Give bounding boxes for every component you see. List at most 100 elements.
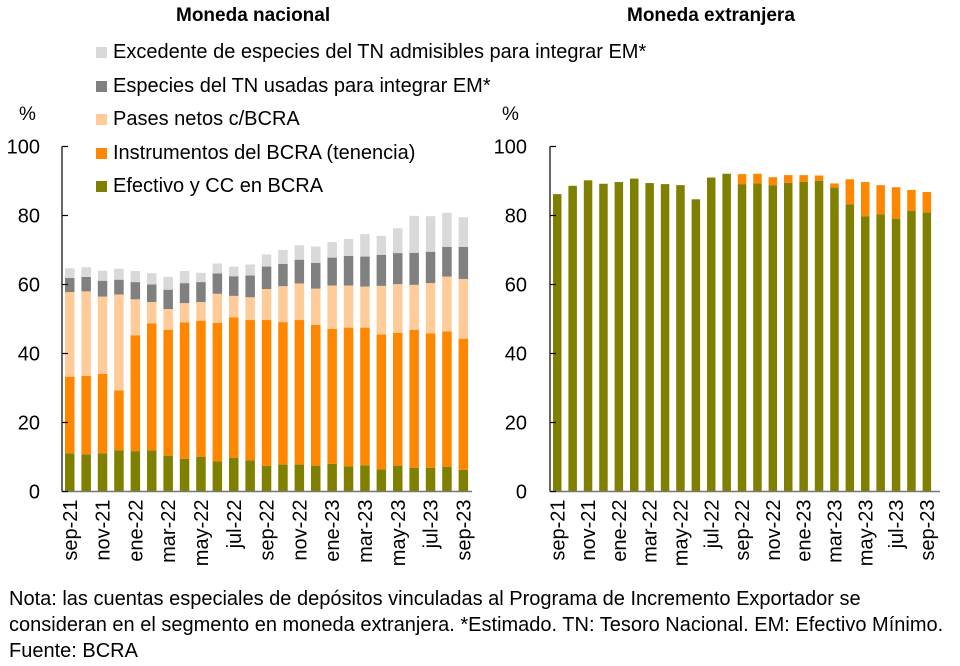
bar-nacional-oct-22-s4 [278, 250, 288, 264]
bar-nacional-oct-22-s0 [278, 464, 288, 492]
bar-nacional-ago-22-s2 [245, 297, 255, 321]
bar-nacional-feb-23-s0 [343, 466, 354, 492]
bar-nacional-mar-23-s2 [360, 286, 370, 328]
bar-nacional-oct-21-s3 [81, 276, 91, 292]
bar-nacional-mar-23-s4 [360, 234, 370, 257]
y-tick-label-nacional-60: 60 [18, 275, 40, 297]
x-tick-label-nacional-ene-22: ene-22 [125, 500, 147, 562]
bar-nacional-nov-22-s2 [294, 283, 305, 321]
legend-item-especies-usadas: Especies del TN usadas para integrar EM* [96, 70, 646, 104]
bar-extranjera-ene-23-s0 [799, 181, 808, 492]
bar-nacional-nov-21-s4 [97, 270, 108, 281]
y-tick-label-extranjera-80: 80 [505, 206, 527, 228]
bar-nacional-jun-23-s4 [409, 215, 419, 253]
bar-nacional-abr-23-s1 [376, 334, 387, 470]
y-tick-label-extranjera-100: 100 [494, 137, 527, 159]
bar-nacional-jul-23-s1 [425, 333, 436, 468]
bar-nacional-nov-22-s4 [294, 245, 305, 260]
bar-nacional-ago-22-s3 [245, 275, 255, 298]
bar-extranjera-jul-23-s0 [891, 218, 901, 492]
y-tick-label-extranjera-60: 60 [505, 275, 527, 297]
y-tick-label-extranjera-0: 0 [516, 482, 527, 504]
bar-nacional-abr-22-s2 [179, 303, 190, 323]
bar-nacional-nov-21-s2 [97, 296, 108, 374]
bar-nacional-ago-23-s0 [442, 466, 452, 492]
bar-nacional-may-22-s0 [196, 456, 206, 492]
bar-nacional-jul-23-s0 [425, 467, 436, 492]
bar-nacional-ago-23-s3 [442, 246, 452, 277]
bar-extranjera-nov-22-s0 [768, 185, 778, 492]
bar-nacional-feb-23-s2 [343, 285, 354, 328]
bar-nacional-ene-23-s1 [327, 329, 337, 464]
y-tick-label-nacional-40: 40 [18, 344, 40, 366]
bar-nacional-oct-21-s1 [81, 375, 91, 455]
bar-extranjera-ene-22-s0 [614, 182, 624, 492]
legend-swatch-instrumentos-bcra [96, 147, 107, 159]
bar-nacional-mar-23-s1 [360, 327, 370, 466]
x-tick-label-nacional-nov-21: nov-21 [93, 500, 115, 561]
legend-label-especies-usadas: Especies del TN usadas para integrar EM* [113, 74, 491, 97]
bar-extranjera-jul-22-s0 [707, 177, 716, 492]
bar-extranjera-feb-23-s0 [814, 180, 824, 492]
bar-nacional-oct-21-s2 [81, 291, 91, 376]
bar-nacional-oct-22-s3 [278, 263, 288, 287]
x-tick-label-extranjera-nov-22: nov-22 [763, 500, 785, 561]
bar-nacional-jun-22-s2 [212, 293, 223, 323]
bar-nacional-jun-22-s0 [212, 461, 223, 492]
y-tick-label-extranjera-40: 40 [505, 344, 527, 366]
chart-title-moneda-nacional: Moneda nacional [176, 5, 331, 26]
bar-nacional-jul-23-s3 [425, 251, 436, 284]
bar-extranjera-mar-22-s0 [645, 183, 654, 492]
x-tick-label-extranjera-jul-23: jul-23 [886, 500, 908, 550]
bar-nacional-oct-22-s2 [278, 286, 288, 323]
bar-extranjera-jun-22-s0 [691, 199, 701, 492]
bar-nacional-may-22-s1 [196, 320, 206, 457]
y-tick-label-nacional-20: 20 [18, 413, 40, 435]
bar-nacional-mar-22-s1 [163, 329, 173, 456]
bar-extranjera-nov-22-s1 [768, 177, 778, 186]
legend-label-instrumentos-bcra: Instrumentos del BCRA (tenencia) [113, 141, 416, 164]
bar-extranjera-sep-22-s0 [737, 184, 747, 492]
bar-nacional-sep-23-s4 [458, 217, 469, 247]
x-tick-label-nacional-ene-23: ene-23 [322, 500, 344, 562]
bar-extranjera-ago-23-s1 [907, 189, 916, 211]
bar-nacional-jun-22-s3 [212, 273, 223, 294]
bar-extranjera-jun-23-s0 [876, 214, 885, 492]
x-tick-label-nacional-mar-23: mar-23 [355, 500, 377, 563]
y-tick-label-nacional-0: 0 [29, 482, 40, 504]
legend-swatch-efectivo-cc [96, 181, 107, 193]
bar-nacional-ene-23-s3 [327, 257, 337, 286]
bar-nacional-dic-22-s3 [311, 262, 321, 289]
bar-nacional-oct-22-s1 [278, 322, 288, 465]
bar-nacional-may-22-s3 [196, 282, 206, 303]
bar-nacional-mar-23-s3 [360, 256, 370, 287]
bar-nacional-may-23-s4 [393, 228, 403, 254]
y-tick-label-nacional-80: 80 [18, 206, 40, 228]
bar-extranjera-ago-23-s0 [907, 210, 916, 492]
y-tick-label-extranjera-20: 20 [505, 413, 527, 435]
legend: Excedente de especies del TN admisibles … [96, 36, 646, 204]
bar-nacional-ene-22-s0 [130, 451, 141, 492]
y-tick-label-nacional-100: 100 [7, 137, 40, 159]
bar-nacional-ago-22-s1 [245, 320, 255, 461]
legend-item-excedente: Excedente de especies del TN admisibles … [96, 36, 646, 70]
bar-nacional-oct-21-s4 [81, 267, 91, 277]
x-tick-label-extranjera-sep-22: sep-22 [732, 500, 754, 561]
bar-extranjera-sep-22-s1 [737, 174, 747, 185]
bar-nacional-may-22-s4 [196, 272, 206, 283]
bar-nacional-abr-22-s0 [179, 458, 190, 492]
bar-nacional-jun-22-s4 [212, 263, 223, 274]
bar-nacional-jun-23-s0 [409, 467, 419, 492]
bar-nacional-nov-21-s3 [97, 280, 108, 297]
bar-nacional-abr-23-s3 [376, 254, 387, 286]
bar-nacional-jul-22-s0 [229, 457, 239, 492]
x-tick-label-extranjera-may-22: may-22 [670, 500, 692, 567]
bar-extranjera-dic-22-s0 [784, 182, 793, 492]
bar-nacional-ago-23-s1 [442, 331, 452, 467]
bar-extranjera-jun-23-s1 [876, 185, 885, 215]
bar-nacional-jul-22-s4 [229, 266, 239, 277]
x-tick-label-extranjera-ene-22: ene-22 [609, 500, 631, 562]
bar-nacional-may-23-s3 [393, 253, 403, 285]
legend-item-pases-netos: Pases netos c/BCRA [96, 103, 646, 137]
legend-label-efectivo-cc: Efectivo y CC en BCRA [113, 175, 324, 198]
